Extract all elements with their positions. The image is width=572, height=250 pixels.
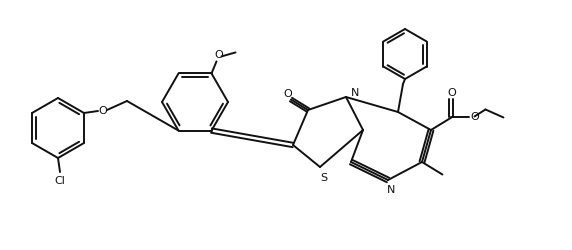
Text: O: O xyxy=(98,106,108,116)
Text: N: N xyxy=(351,88,359,98)
Text: O: O xyxy=(470,112,479,122)
Text: O: O xyxy=(447,88,456,98)
Text: S: S xyxy=(320,172,328,182)
Text: O: O xyxy=(214,50,223,60)
Text: Cl: Cl xyxy=(54,175,65,185)
Text: N: N xyxy=(387,184,395,194)
Text: O: O xyxy=(284,88,292,98)
